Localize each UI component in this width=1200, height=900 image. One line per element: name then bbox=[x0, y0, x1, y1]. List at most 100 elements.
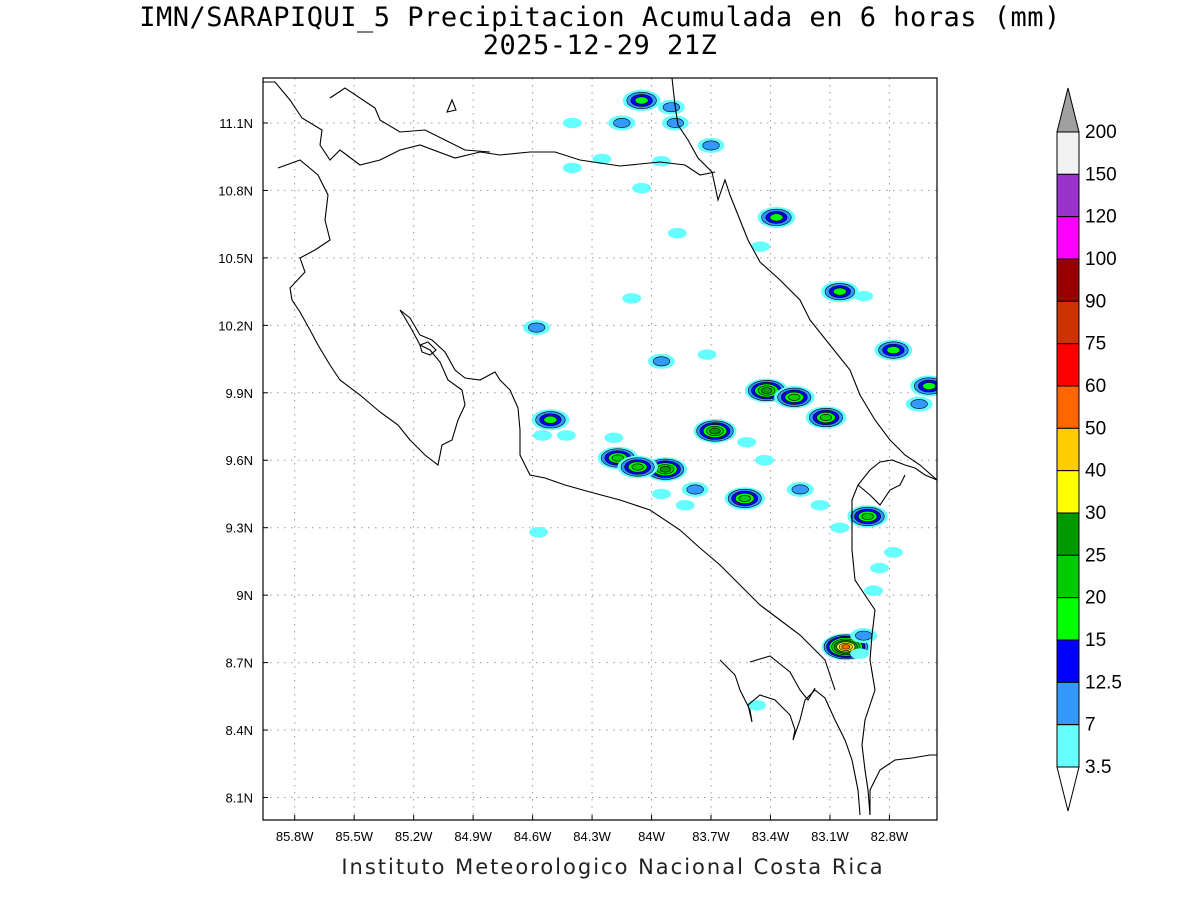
precip-contour bbox=[709, 427, 721, 435]
precip-contour bbox=[841, 644, 851, 650]
legend-swatch bbox=[1056, 681, 1080, 726]
lon-tick-label: 84.9W bbox=[454, 829, 492, 844]
precip-cell bbox=[531, 409, 570, 431]
precip-contour bbox=[604, 432, 624, 444]
precip-cell bbox=[883, 547, 903, 558]
precip-contour bbox=[697, 349, 717, 360]
precip-cell bbox=[617, 455, 658, 479]
precip-cell bbox=[786, 481, 814, 497]
precip-cell bbox=[697, 349, 717, 360]
precip-contour bbox=[632, 182, 652, 194]
precip-contour bbox=[886, 346, 901, 355]
precip-cell bbox=[675, 499, 695, 511]
lon-tick-label: 84.6W bbox=[514, 829, 552, 844]
precip-cell bbox=[751, 241, 771, 252]
precip-cell bbox=[724, 487, 765, 510]
legend-label: 100 bbox=[1085, 249, 1117, 270]
legend-swatch bbox=[1056, 258, 1080, 302]
precip-cell bbox=[847, 505, 888, 528]
precip-contour bbox=[529, 526, 548, 538]
precip-contour bbox=[832, 287, 847, 296]
legend-label: 3.5 bbox=[1085, 757, 1111, 778]
legend-swatch bbox=[1056, 216, 1080, 260]
panama-border bbox=[851, 459, 937, 816]
legend-swatch bbox=[1056, 427, 1080, 472]
legend-swatch bbox=[1056, 385, 1080, 429]
legend-label: 75 bbox=[1085, 334, 1106, 355]
precip-contour bbox=[686, 484, 704, 495]
pacific-coast-north bbox=[329, 87, 491, 153]
precip-cell bbox=[830, 522, 850, 533]
legend-label: 7 bbox=[1085, 715, 1096, 736]
precip-cell bbox=[608, 115, 636, 131]
precip-contour bbox=[662, 102, 680, 113]
lake-nicaragua-island bbox=[446, 98, 457, 113]
precip-contour bbox=[819, 414, 833, 422]
precip-cell bbox=[533, 430, 552, 441]
precip-contour bbox=[562, 117, 582, 129]
precip-cell bbox=[652, 155, 671, 167]
precip-contour bbox=[788, 393, 801, 401]
precip-contour bbox=[738, 494, 751, 502]
precip-contour bbox=[883, 547, 903, 558]
lat-tick-label: 9.3N bbox=[226, 521, 253, 536]
precip-cell bbox=[810, 499, 830, 511]
legend-swatch bbox=[1056, 512, 1080, 556]
precip-cell bbox=[657, 99, 685, 115]
lat-tick-label: 9N bbox=[236, 588, 253, 603]
precip-contour bbox=[751, 241, 771, 252]
legend-label: 120 bbox=[1085, 207, 1117, 228]
lat-tick-label: 10.5N bbox=[218, 251, 253, 266]
precip-cell bbox=[592, 153, 612, 165]
precipitation-cells bbox=[523, 89, 937, 711]
precip-cell bbox=[854, 290, 874, 302]
lat-tick-label: 10.2N bbox=[218, 318, 253, 333]
precip-cell bbox=[693, 419, 737, 444]
precip-contour bbox=[527, 322, 546, 333]
precip-contour bbox=[613, 118, 631, 128]
legend-over-triangle bbox=[1056, 87, 1080, 133]
precip-cell bbox=[562, 162, 582, 174]
precip-contour bbox=[634, 96, 649, 105]
precip-cell bbox=[652, 488, 671, 500]
precip-cell bbox=[523, 320, 551, 336]
legend-swatch bbox=[1056, 597, 1080, 641]
precip-cell bbox=[755, 454, 774, 466]
precip-contour bbox=[667, 227, 687, 239]
precip-contour bbox=[556, 430, 576, 441]
legend-swatch bbox=[1056, 554, 1080, 599]
caribbean-coast-upper bbox=[671, 78, 937, 481]
map-frame bbox=[262, 77, 938, 821]
lon-tick-label: 84W bbox=[638, 829, 665, 844]
precip-cell bbox=[747, 700, 767, 711]
credit-text: Instituto Meteorologico Nacional Costa R… bbox=[341, 855, 885, 879]
precip-contour bbox=[747, 700, 767, 711]
precip-contour bbox=[652, 356, 671, 367]
lat-tick-label: 11.1N bbox=[219, 116, 253, 131]
precip-contour bbox=[543, 415, 558, 424]
legend-swatch bbox=[1056, 131, 1080, 175]
precip-contour bbox=[910, 399, 928, 409]
precip-contour bbox=[675, 499, 695, 511]
precip-cell bbox=[647, 353, 675, 369]
precip-contour bbox=[850, 648, 870, 659]
legend-swatch bbox=[1056, 639, 1080, 683]
legend-under-triangle bbox=[1056, 766, 1080, 812]
precip-contour bbox=[611, 454, 624, 462]
precip-contour bbox=[755, 454, 774, 466]
legend-label: 30 bbox=[1085, 503, 1106, 524]
precip-contour bbox=[659, 466, 671, 473]
golfo-dulce bbox=[749, 655, 816, 701]
precip-contour bbox=[652, 488, 671, 500]
precip-cell bbox=[910, 375, 937, 397]
axis-ticks: 85.8W 85.5W 85.2W 84.9W 84.6W 84.3W 84W 83.7W 83… bbox=[218, 116, 909, 844]
precip-contour bbox=[922, 382, 936, 390]
precip-contour bbox=[533, 430, 552, 441]
precip-cell bbox=[757, 206, 796, 228]
legend-label: 25 bbox=[1085, 545, 1106, 566]
precip-cell bbox=[661, 115, 689, 131]
legend-label: 15 bbox=[1085, 630, 1106, 651]
precip-contour bbox=[652, 155, 671, 167]
precip-contour bbox=[769, 213, 784, 222]
precip-contour bbox=[666, 118, 684, 128]
